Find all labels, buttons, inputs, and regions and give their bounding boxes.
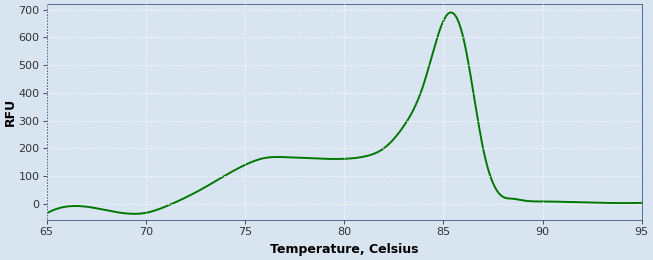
X-axis label: Temperature, Celsius: Temperature, Celsius <box>270 243 419 256</box>
Y-axis label: RFU: RFU <box>4 98 17 126</box>
